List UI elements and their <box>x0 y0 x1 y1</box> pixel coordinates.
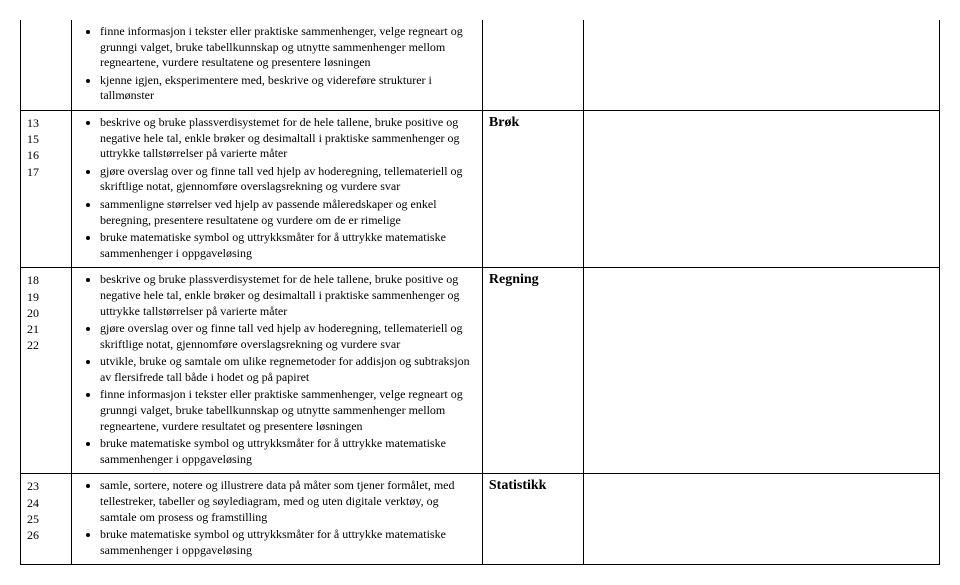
goal-item: gjøre overslag over og finne tall ved hj… <box>100 164 476 195</box>
goal-item: finne informasjon i tekster eller prakti… <box>100 24 476 71</box>
week-number: 20 <box>27 305 65 321</box>
goals-list: beskrive og bruke plassverdisystemet for… <box>78 115 476 261</box>
week-number: 16 <box>27 147 65 163</box>
weeks-cell: 13151617 <box>21 110 72 267</box>
goal-item: finne informasjon i tekster eller prakti… <box>100 387 476 434</box>
goals-list: samle, sortere, notere og illustrere dat… <box>78 478 476 558</box>
curriculum-table: finne informasjon i tekster eller prakti… <box>20 20 940 565</box>
table-row: 1819202122 beskrive og bruke plassverdisy… <box>21 268 940 474</box>
table-row: 13151617 beskrive og bruke plassverdisyst… <box>21 110 940 267</box>
topic-cell <box>482 20 583 110</box>
goal-item: utvikle, bruke og samtale om ulike regne… <box>100 354 476 385</box>
goal-item: samle, sortere, notere og illustrere dat… <box>100 478 476 525</box>
goals-list: beskrive og bruke plassverdisystemet for… <box>78 272 476 467</box>
week-number: 18 <box>27 272 65 288</box>
weeks-cell <box>21 20 72 110</box>
week-number: 19 <box>27 289 65 305</box>
goal-item: bruke matematiske symbol og uttrykksmåte… <box>100 230 476 261</box>
goals-cell: beskrive og bruke plassverdisystemet for… <box>71 268 482 474</box>
empty-cell <box>583 268 939 474</box>
goal-item: kjenne igjen, eksperimentere med, beskri… <box>100 73 476 104</box>
goal-item: bruke matematiske symbol og uttrykksmåte… <box>100 436 476 467</box>
week-number: 23 <box>27 478 65 494</box>
goals-cell: finne informasjon i tekster eller prakti… <box>71 20 482 110</box>
week-number: 17 <box>27 164 65 180</box>
week-number: 26 <box>27 527 65 543</box>
empty-cell <box>583 474 939 565</box>
topic-cell: Brøk <box>482 110 583 267</box>
table-row: finne informasjon i tekster eller prakti… <box>21 20 940 110</box>
week-number: 25 <box>27 511 65 527</box>
table-row: 23242526 samle, sortere, notere og illust… <box>21 474 940 565</box>
goal-item: beskrive og bruke plassverdisystemet for… <box>100 115 476 162</box>
weeks-cell: 23242526 <box>21 474 72 565</box>
week-number: 24 <box>27 495 65 511</box>
topic-cell: Regning <box>482 268 583 474</box>
week-number: 13 <box>27 115 65 131</box>
goal-item: gjøre overslag over og finne tall ved hj… <box>100 321 476 352</box>
week-number: 21 <box>27 321 65 337</box>
weeks-cell: 1819202122 <box>21 268 72 474</box>
goal-item: beskrive og bruke plassverdisystemet for… <box>100 272 476 319</box>
week-number: 15 <box>27 131 65 147</box>
empty-cell <box>583 110 939 267</box>
goals-cell: beskrive og bruke plassverdisystemet for… <box>71 110 482 267</box>
goal-item: sammenligne størrelser ved hjelp av pass… <box>100 197 476 228</box>
goal-item: bruke matematiske symbol og uttrykksmåte… <box>100 527 476 558</box>
goals-cell: samle, sortere, notere og illustrere dat… <box>71 474 482 565</box>
week-number: 22 <box>27 337 65 353</box>
empty-cell <box>583 20 939 110</box>
goals-list: finne informasjon i tekster eller prakti… <box>78 24 476 104</box>
topic-cell: Statistikk <box>482 474 583 565</box>
